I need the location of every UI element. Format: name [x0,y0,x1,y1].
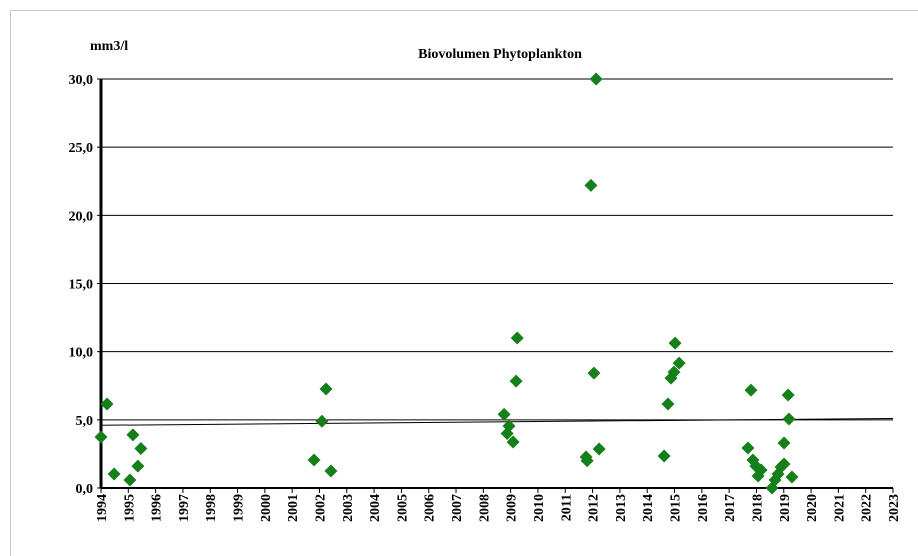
x-tick-label: 1995 [122,494,137,522]
point [123,473,137,487]
x-tick-label: 2001 [286,494,301,522]
x-tick-label: 1998 [204,494,219,522]
point [307,453,321,467]
point [777,436,791,450]
point [661,397,675,411]
x-tick-label: 1996 [150,494,165,522]
point [497,407,511,421]
point [782,412,796,426]
point [94,430,108,444]
x-tick-label: 2020 [805,494,820,522]
x-tick-label: 2016 [696,494,711,522]
x-tick-label: 2012 [587,494,602,522]
x-tick-label: 2009 [505,494,520,522]
x-tick-label: 2015 [669,494,684,522]
point [510,331,524,345]
x-tick-label: 2005 [395,494,410,522]
point [668,336,682,350]
x-tick-label: 2014 [641,494,656,522]
x-tick-label: 2023 [887,494,902,522]
point [315,414,329,428]
point [107,467,121,481]
point [319,382,333,396]
point [580,454,594,468]
y-tick-label: 30,0 [69,73,94,88]
x-tick-label: 1997 [177,494,192,522]
x-tick-label: 2019 [778,494,793,522]
y-axis-unit: mm3/l [90,39,128,54]
x-tick-label: 2006 [423,494,438,522]
x-tick-label: 2000 [259,494,274,522]
point [785,470,799,484]
x-tick-label: 2010 [532,494,547,522]
y-tick-label: 0,0 [76,482,94,497]
x-tick-label: 2003 [341,494,356,522]
chart-title: Biovolumen Phytoplankton [418,47,582,62]
point [741,441,755,455]
x-tick-label: 2002 [313,494,328,522]
point [100,397,114,411]
point [134,441,148,455]
point [754,463,768,477]
point [589,72,603,86]
point [502,419,516,433]
x-tick-label: 2011 [559,494,574,521]
x-tick-label: 1999 [232,494,247,522]
trend-line [100,417,894,426]
y-tick-label: 15,0 [69,278,94,293]
x-tick-label: 1994 [95,494,110,522]
point [509,374,523,388]
y-tick-label: 20,0 [69,209,94,224]
y-tick-label: 5,0 [76,414,94,429]
point [587,366,601,380]
point [126,428,140,442]
point [592,442,606,456]
point [667,365,681,379]
frame [10,10,918,556]
y-tick-label: 10,0 [69,346,94,361]
point [744,383,758,397]
point [131,459,145,473]
point [781,388,795,402]
point [584,178,598,192]
x-tick-label: 2004 [368,494,383,522]
x-tick-label: 2021 [832,494,847,522]
point [672,356,686,370]
x-tick-label: 2017 [723,494,738,522]
point [324,464,338,478]
y-tick-label: 25,0 [69,141,94,156]
point [657,449,671,463]
x-tick-label: 2018 [750,494,765,522]
point [777,457,791,471]
x-tick-label: 2022 [860,494,875,522]
x-tick-label: 2013 [614,494,629,522]
point [506,435,520,449]
x-tick-label: 2007 [450,494,465,522]
x-tick-label: 2008 [477,494,492,522]
